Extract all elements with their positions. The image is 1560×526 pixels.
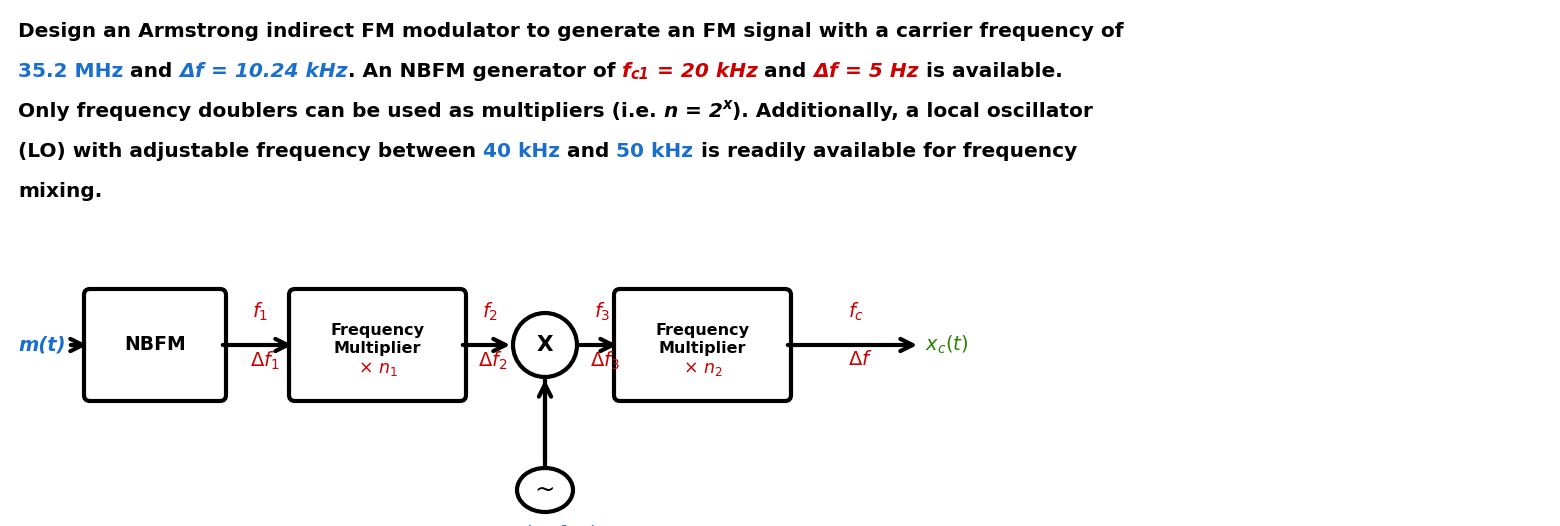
Text: NBFM: NBFM <box>125 336 186 355</box>
Text: = 5 Hz: = 5 Hz <box>838 62 919 81</box>
Text: $\Delta f_2$: $\Delta f_2$ <box>479 350 509 372</box>
Text: $f_3$: $f_3$ <box>593 301 610 323</box>
Text: ). Additionally, a local oscillator: ). Additionally, a local oscillator <box>732 102 1094 121</box>
Text: mixing.: mixing. <box>19 182 103 201</box>
Text: Δ: Δ <box>814 62 830 81</box>
Text: and: and <box>123 62 179 81</box>
Text: $\cos(2\pi f_{LO}t)$: $\cos(2\pi f_{LO}t)$ <box>491 524 597 526</box>
Text: f: f <box>622 62 630 81</box>
Text: $\Delta f_1$: $\Delta f_1$ <box>250 350 279 372</box>
Text: Frequency: Frequency <box>655 323 749 339</box>
Text: = 2: = 2 <box>679 102 722 121</box>
Text: ~: ~ <box>535 478 555 502</box>
Text: Δ: Δ <box>179 62 195 81</box>
Text: $\Delta f_3$: $\Delta f_3$ <box>591 350 621 372</box>
Text: 40 kHz: 40 kHz <box>484 142 560 161</box>
Text: m(t): m(t) <box>19 336 66 355</box>
Text: Design an Armstrong indirect FM modulator to generate an FM signal with a carrie: Design an Armstrong indirect FM modulato… <box>19 22 1123 41</box>
Text: x: x <box>722 97 732 112</box>
Text: $f_c$: $f_c$ <box>847 301 864 323</box>
Text: $\Delta f$: $\Delta f$ <box>847 350 872 369</box>
Text: n: n <box>663 102 679 121</box>
Text: Only frequency doublers can be used as multipliers (i.e.: Only frequency doublers can be used as m… <box>19 102 663 121</box>
Text: is available.: is available. <box>919 62 1062 81</box>
Text: 50 kHz: 50 kHz <box>616 142 694 161</box>
Text: is readily available for frequency: is readily available for frequency <box>694 142 1076 161</box>
Text: = 20 kHz: = 20 kHz <box>649 62 757 81</box>
Text: X: X <box>537 335 554 355</box>
Text: = 10.24 kHz: = 10.24 kHz <box>204 62 348 81</box>
FancyBboxPatch shape <box>84 289 226 401</box>
FancyBboxPatch shape <box>289 289 466 401</box>
Text: Multiplier: Multiplier <box>658 341 746 357</box>
Circle shape <box>513 313 577 377</box>
Text: and: and <box>560 142 616 161</box>
Text: Multiplier: Multiplier <box>334 341 421 357</box>
Text: Frequency: Frequency <box>331 323 424 339</box>
Text: $f_1$: $f_1$ <box>253 301 268 323</box>
Text: f: f <box>830 62 838 81</box>
FancyBboxPatch shape <box>615 289 791 401</box>
Text: . An NBFM generator of: . An NBFM generator of <box>348 62 622 81</box>
Text: (LO) with adjustable frequency between: (LO) with adjustable frequency between <box>19 142 484 161</box>
Text: 35.2 MHz: 35.2 MHz <box>19 62 123 81</box>
Text: $f_2$: $f_2$ <box>482 301 498 323</box>
Text: $\times\ n_2$: $\times\ n_2$ <box>683 360 722 378</box>
Text: $\times\ n_1$: $\times\ n_1$ <box>357 360 398 378</box>
Text: and: and <box>757 62 814 81</box>
Text: $x_c(t)$: $x_c(t)$ <box>925 334 969 356</box>
Ellipse shape <box>516 468 573 512</box>
Text: c1: c1 <box>630 67 649 82</box>
Text: f: f <box>195 62 204 81</box>
